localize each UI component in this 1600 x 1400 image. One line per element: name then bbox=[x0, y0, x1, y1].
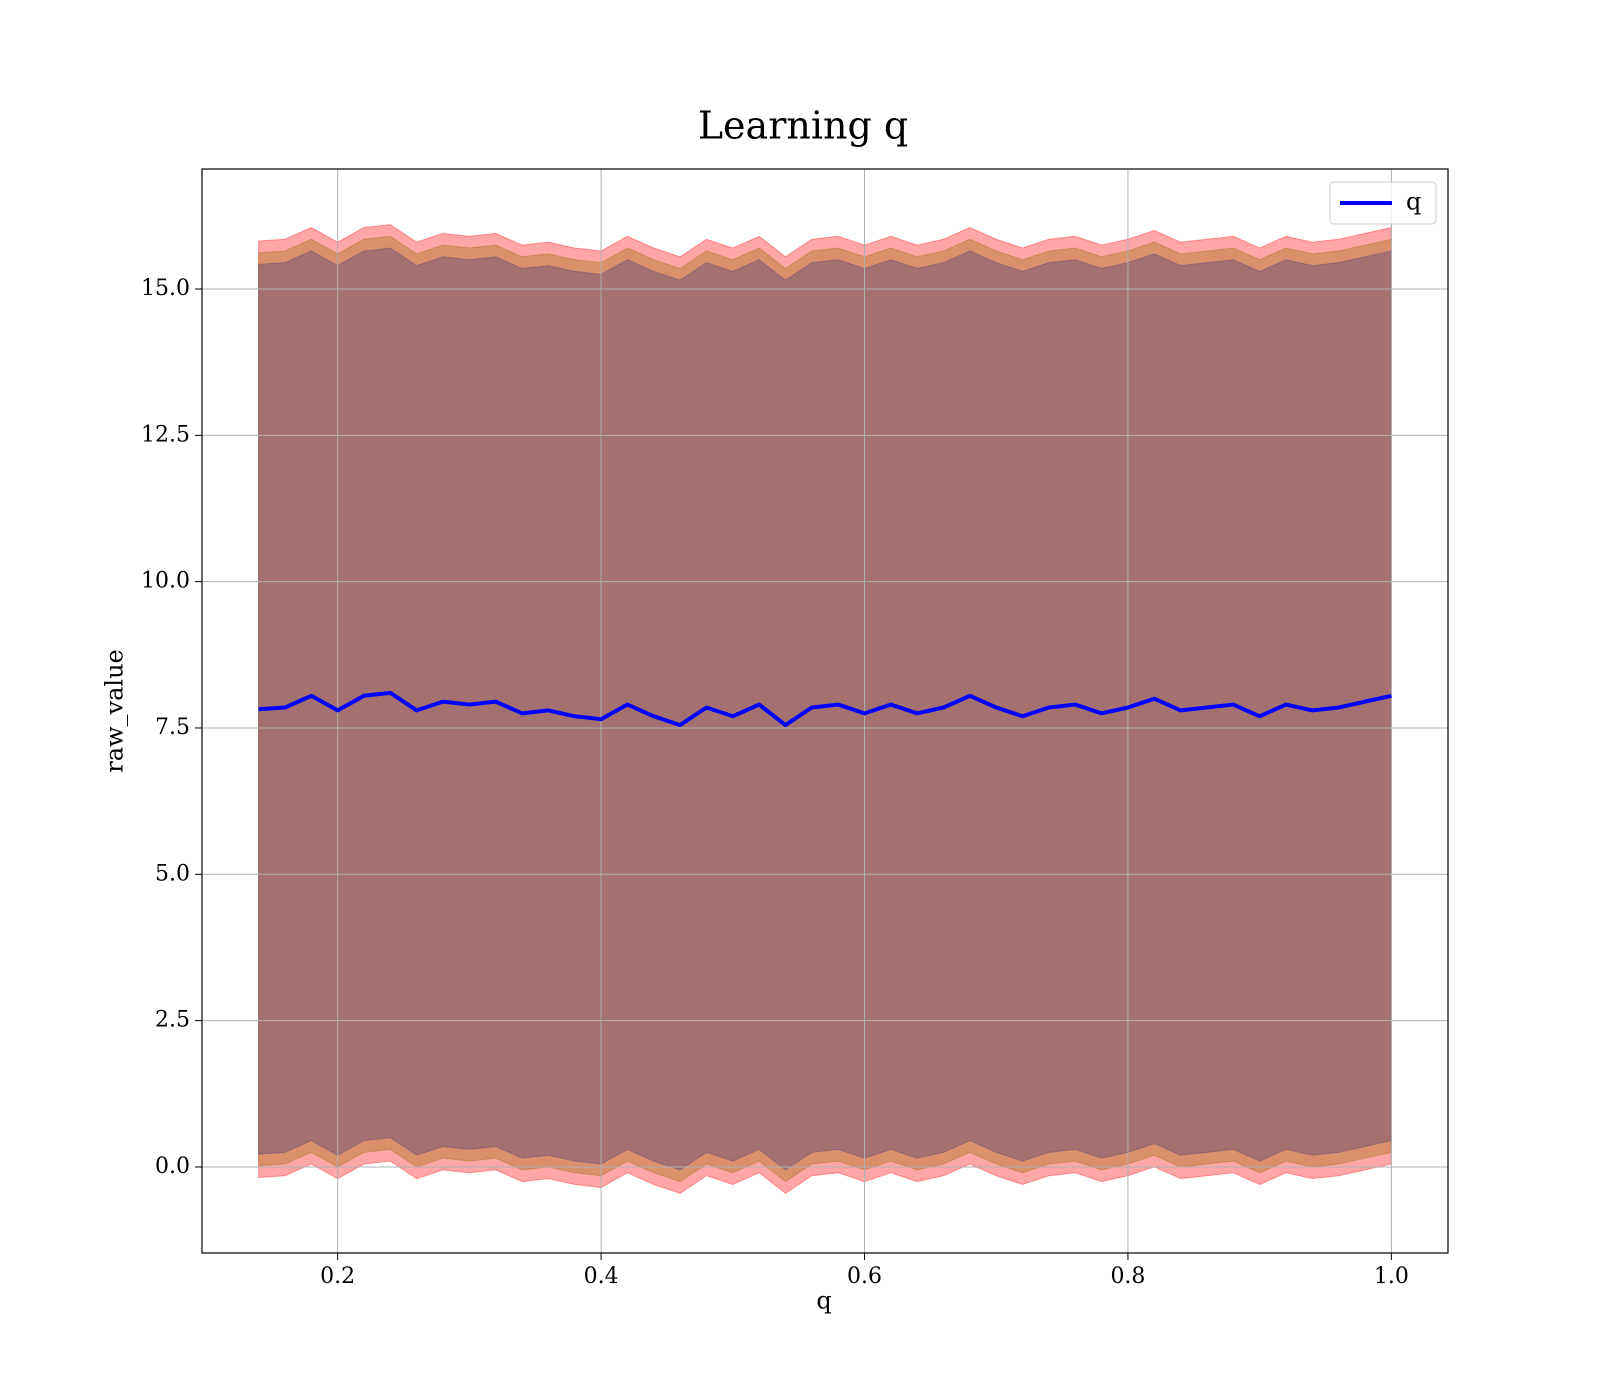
x-axis-label: q bbox=[816, 1287, 831, 1315]
chart-title: Learning q bbox=[698, 104, 908, 148]
legend-label: q bbox=[1406, 188, 1421, 216]
x-tick-label: 0.2 bbox=[320, 1264, 355, 1289]
y-tick-label: 5.0 bbox=[155, 861, 190, 886]
y-tick-label: 7.5 bbox=[155, 715, 190, 740]
y-tick-label: 2.5 bbox=[155, 1008, 190, 1033]
x-tick-label: 0.8 bbox=[1110, 1264, 1145, 1289]
y-axis-label: raw_value bbox=[101, 649, 129, 773]
y-tick-label: 10.0 bbox=[141, 569, 190, 594]
y-tick-label: 12.5 bbox=[141, 422, 190, 447]
x-tick-label: 0.4 bbox=[584, 1264, 619, 1289]
x-tick-label: 1.0 bbox=[1374, 1264, 1409, 1289]
y-tick-label: 0.0 bbox=[155, 1154, 190, 1179]
plot-frame bbox=[201, 168, 1449, 1254]
line bbox=[258, 690, 1392, 728]
band bbox=[258, 247, 1392, 1171]
x-tick-label: 0.6 bbox=[847, 1264, 882, 1289]
y-tick-label: 15.0 bbox=[141, 276, 190, 301]
